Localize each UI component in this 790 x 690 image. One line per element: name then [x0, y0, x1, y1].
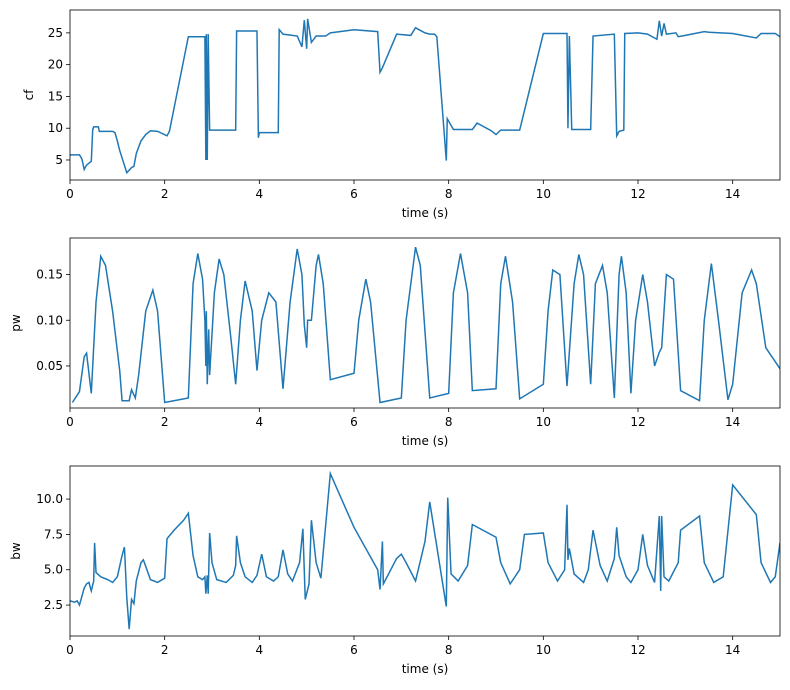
y-tick-label: 0.15 — [36, 268, 63, 282]
x-tick-label: 8 — [445, 415, 453, 429]
y-tick-label: 10 — [48, 121, 63, 135]
axes-frame — [69, 465, 781, 637]
y-tick-label: 5 — [55, 153, 63, 167]
y-tick-label: 0.05 — [36, 359, 63, 373]
x-tick-label: 2 — [161, 187, 169, 201]
y-tick-label: 15 — [48, 89, 63, 103]
axes-frame — [69, 237, 781, 409]
x-tick-label: 12 — [630, 187, 645, 201]
x-tick-label: 10 — [536, 415, 551, 429]
x-tick-label: 4 — [256, 643, 264, 657]
x-tick-label: 12 — [630, 415, 645, 429]
x-axis-label: time (s) — [402, 434, 449, 448]
y-tick-label: 10.0 — [36, 492, 63, 506]
x-tick-label: 14 — [725, 643, 740, 657]
x-tick-label: 14 — [725, 187, 740, 201]
y-axis-label: pw — [9, 314, 23, 332]
x-tick-label: 6 — [350, 415, 358, 429]
y-tick-label: 7.5 — [44, 527, 63, 541]
x-tick-label: 8 — [445, 643, 453, 657]
x-tick-label: 0 — [66, 187, 74, 201]
x-tick-label: 4 — [256, 187, 264, 201]
data-line — [71, 246, 780, 404]
axes-frame — [69, 9, 781, 181]
y-tick-label: 0.10 — [36, 313, 63, 327]
data-line — [70, 470, 780, 630]
y-axis-label: bw — [9, 542, 23, 560]
x-axis-label: time (s) — [402, 662, 449, 676]
x-tick-label: 12 — [630, 643, 645, 657]
x-tick-label: 10 — [536, 187, 551, 201]
x-tick-label: 10 — [536, 643, 551, 657]
y-axis-label: cf — [22, 89, 36, 101]
x-tick-label: 6 — [350, 187, 358, 201]
x-tick-label: 2 — [161, 415, 169, 429]
x-tick-label: 4 — [256, 415, 264, 429]
x-axis-label: time (s) — [402, 206, 449, 220]
data-line — [70, 18, 780, 175]
y-tick-label: 20 — [48, 58, 63, 72]
x-tick-label: 2 — [161, 643, 169, 657]
y-tick-label: 2.5 — [44, 598, 63, 612]
x-tick-label: 6 — [350, 643, 358, 657]
y-tick-label: 25 — [48, 26, 63, 40]
x-tick-label: 0 — [66, 415, 74, 429]
x-tick-label: 0 — [66, 643, 74, 657]
x-tick-label: 14 — [725, 415, 740, 429]
x-tick-label: 8 — [445, 187, 453, 201]
y-tick-label: 5.0 — [44, 563, 63, 577]
